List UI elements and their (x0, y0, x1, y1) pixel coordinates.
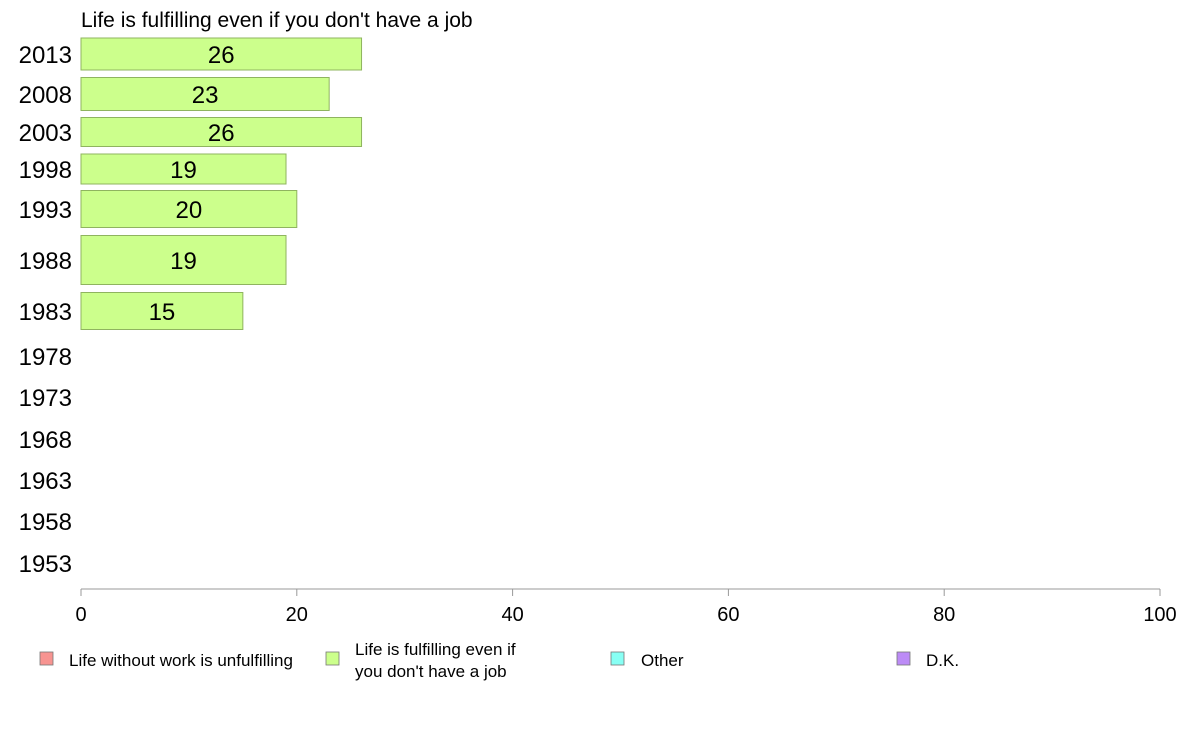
bar-value-label: 26 (208, 42, 235, 69)
category-label: 1973 (19, 385, 72, 412)
bar (80, 117, 363, 147)
legend-swatch (896, 651, 911, 666)
x-tick-label: 80 (933, 604, 955, 626)
x-tick-label: 20 (286, 604, 308, 626)
legend-label: Life is fulfilling even if you don't have… (355, 640, 516, 681)
category-label: 1953 (19, 551, 72, 578)
category-label: 1983 (19, 299, 72, 326)
bar (80, 77, 330, 111)
legend-label: Other (641, 651, 684, 670)
legend-swatch (610, 651, 625, 666)
x-tick-label: 100 (1143, 604, 1176, 626)
bar-value-label: 19 (170, 248, 197, 275)
category-labels: 2013 2008 2003 1998 1993 1988 1983 1978 1973 1968… (19, 42, 72, 578)
bar-value-label: 19 (170, 157, 197, 184)
category-label: 2013 (19, 42, 72, 69)
x-axis: 0 20 40 60 80 100 (75, 588, 1177, 626)
bar-value-labels: 26 23 26 19 20 19 15 (149, 42, 235, 326)
bar (80, 292, 244, 330)
bar-value-label: 15 (149, 299, 176, 326)
category-label: 2008 (19, 82, 72, 109)
chart-title: Life is fulfilling even if you don't hav… (81, 9, 473, 32)
category-label: 1963 (19, 468, 72, 495)
category-label: 1978 (19, 344, 72, 371)
category-label: 2003 (19, 120, 72, 147)
category-label: 1998 (19, 157, 72, 184)
legend-swatch (325, 651, 340, 666)
bar-value-label: 26 (208, 120, 235, 147)
bar (80, 153, 287, 185)
bar-value-label: 20 (176, 197, 203, 224)
legend-label: Life without work is unfulfilling (69, 651, 293, 670)
legend-swatch (39, 651, 54, 666)
x-tick-label: 40 (501, 604, 523, 626)
x-tick-label: 0 (75, 604, 86, 626)
category-label: 1968 (19, 427, 72, 454)
legend-label: D.K. (926, 651, 959, 670)
x-tick-label: 60 (717, 604, 739, 626)
category-label: 1988 (19, 248, 72, 275)
legend: Life without work is unfulfilling Life is… (39, 640, 959, 681)
bar (80, 235, 287, 285)
bars (80, 37, 363, 330)
bar (80, 37, 363, 71)
category-label: 1958 (19, 509, 72, 536)
bar (80, 190, 298, 228)
category-label: 1993 (19, 197, 72, 224)
bar-value-label: 23 (192, 82, 219, 109)
